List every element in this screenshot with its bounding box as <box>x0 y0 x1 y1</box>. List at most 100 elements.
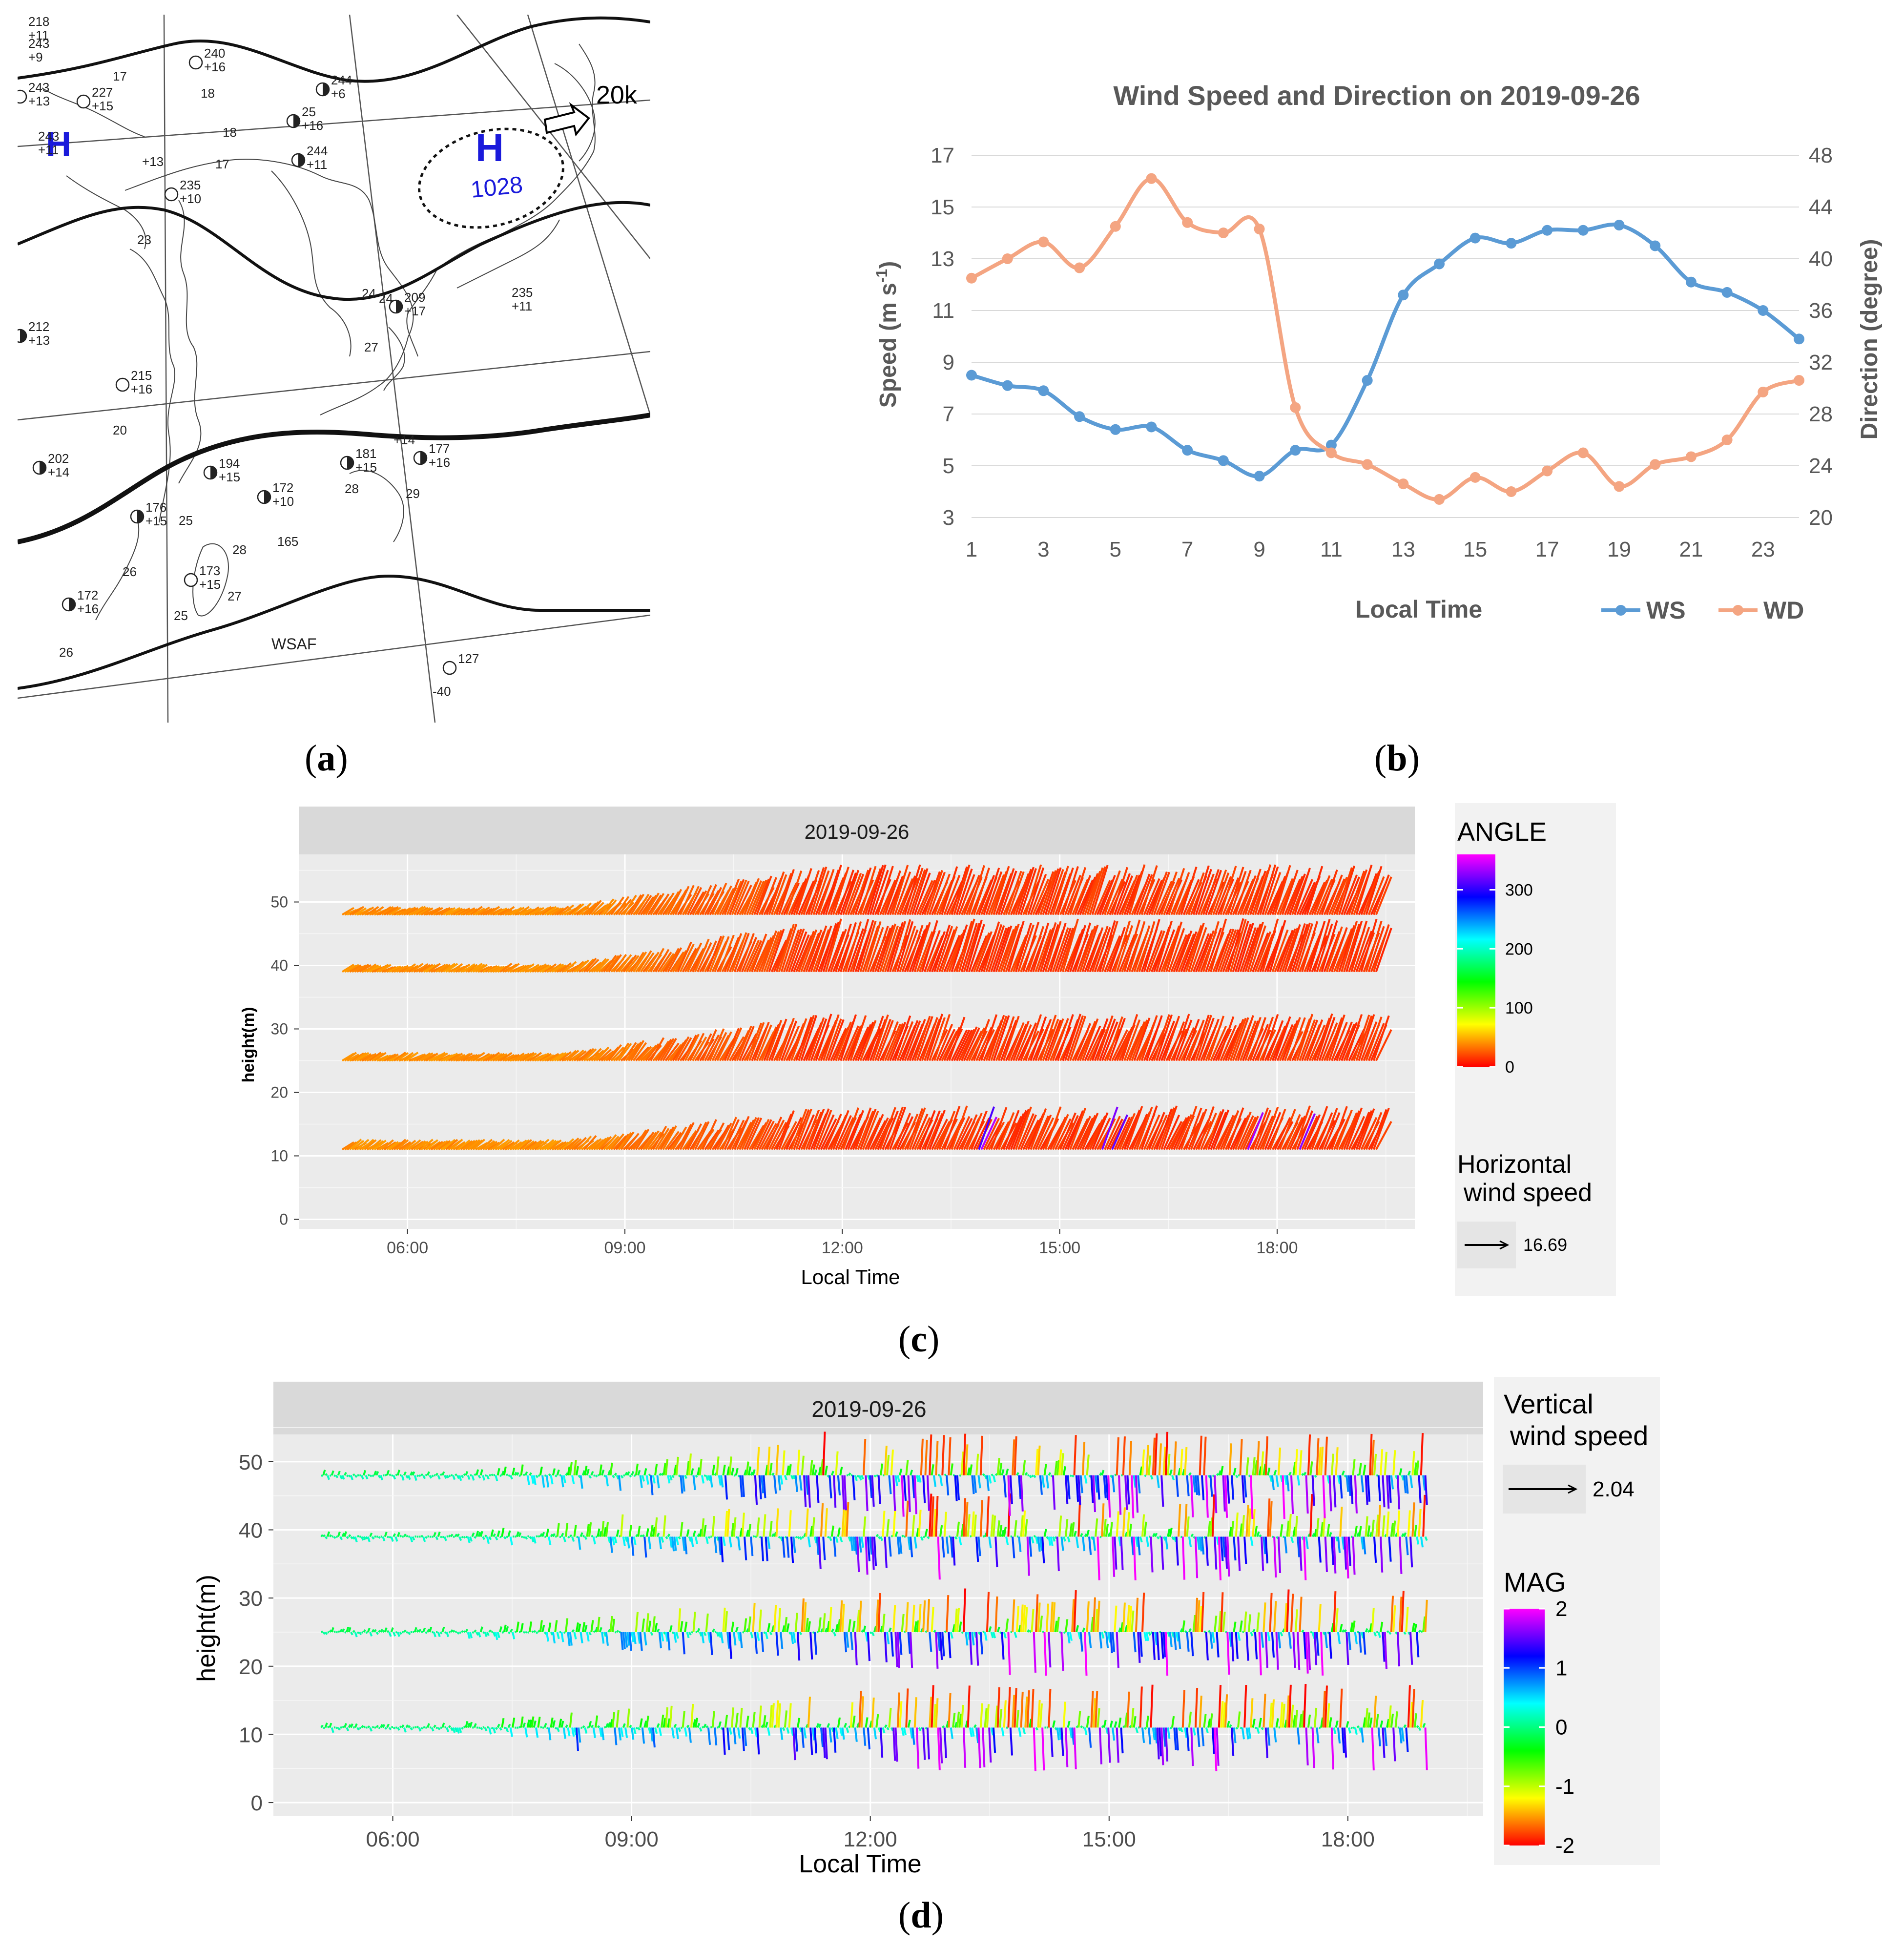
wind-vector <box>1252 1509 1256 1537</box>
wind-vector <box>1067 1536 1071 1543</box>
wind-vector <box>1301 921 1319 973</box>
wind-vector <box>953 864 971 915</box>
wind-vector <box>1017 867 1035 915</box>
station-temperature: +15 <box>199 577 221 592</box>
wind-vector <box>1254 1525 1258 1537</box>
wind-vector <box>352 1630 355 1633</box>
wind-vector <box>1348 871 1366 915</box>
wind-vector <box>975 931 993 973</box>
wind-vector <box>352 1536 356 1540</box>
wind-vector <box>1227 1018 1244 1061</box>
wind-vector <box>1341 921 1358 973</box>
data-point-WD <box>1290 402 1301 413</box>
wind-vector <box>766 1623 771 1633</box>
wind-vector <box>835 1115 852 1150</box>
wind-vector <box>943 934 961 973</box>
wind-vector <box>692 890 707 915</box>
wind-vector <box>487 906 500 916</box>
wind-vector <box>890 1450 894 1475</box>
wind-vector <box>830 1525 834 1537</box>
wind-vector <box>1002 923 1020 973</box>
wind-vector <box>813 1469 818 1476</box>
wind-vector <box>926 1475 931 1511</box>
wind-vector <box>1075 1625 1079 1633</box>
wind-vector <box>395 1139 409 1151</box>
wind-vector <box>1069 1632 1073 1641</box>
wind-vector <box>793 934 810 973</box>
wind-vector <box>1322 1631 1326 1636</box>
wind-vector <box>551 1052 564 1062</box>
wind-vector <box>1026 1536 1030 1576</box>
wind-vector <box>956 1475 960 1500</box>
wind-vector <box>911 868 929 915</box>
wind-vector <box>682 1711 685 1728</box>
colorbar-tick-label: 300 <box>1505 881 1533 900</box>
wind-vector <box>1269 1475 1273 1482</box>
wind-vector <box>393 1052 407 1062</box>
wind-vector <box>807 1017 825 1061</box>
wind-vector <box>1243 1536 1247 1564</box>
wind-vector <box>1264 871 1282 915</box>
wind-vector <box>766 1727 771 1736</box>
wind-vector <box>386 906 399 916</box>
wind-vector <box>1049 1117 1067 1150</box>
wind-vector <box>1071 1727 1075 1745</box>
wind-vector <box>378 964 392 973</box>
wind-vector <box>1405 1536 1409 1555</box>
wind-vector <box>1101 1021 1118 1061</box>
wind-vector <box>1299 1113 1316 1150</box>
wind-vector <box>728 1120 745 1150</box>
wind-vector <box>450 1629 454 1633</box>
wind-vector <box>1266 925 1284 973</box>
wind-vector <box>817 1114 835 1150</box>
wind-vector <box>689 891 705 915</box>
wind-vector <box>775 1508 779 1537</box>
vector-row-11 <box>341 1105 1392 1151</box>
wind-vector <box>905 1460 909 1475</box>
wind-vector <box>1190 927 1207 973</box>
wind-vector <box>637 1727 641 1731</box>
wind-vector <box>1354 1475 1358 1514</box>
wind-vector <box>748 1124 765 1150</box>
wind-vector <box>667 889 683 915</box>
wind-vector <box>1081 924 1099 973</box>
wind-vector <box>630 893 645 915</box>
wind-vector <box>843 1722 847 1728</box>
wind-vector <box>1215 876 1232 915</box>
wind-vector <box>1403 1631 1407 1635</box>
wind-vector <box>599 1627 602 1633</box>
wind-vector <box>537 1139 550 1151</box>
wind-vector <box>1163 1114 1180 1150</box>
wind-vector <box>750 1727 754 1734</box>
wind-vector <box>501 1631 504 1634</box>
wind-vector <box>1037 1536 1041 1552</box>
wind-vector <box>654 1623 658 1633</box>
wind-vector <box>652 1475 656 1484</box>
wind-vector <box>537 964 550 973</box>
wind-vector <box>1186 1516 1190 1537</box>
wind-vector <box>741 1475 745 1497</box>
wind-vector <box>517 1139 530 1151</box>
wind-vector <box>995 925 1013 973</box>
wind-vector <box>1244 1016 1262 1061</box>
wind-vector <box>413 906 426 916</box>
wind-vector <box>1067 1015 1084 1061</box>
wind-vector <box>1237 1115 1254 1150</box>
wind-vector <box>692 1036 707 1061</box>
map-number: 26 <box>123 564 137 579</box>
wind-vector <box>1281 928 1299 973</box>
wind-vector <box>1010 1110 1027 1150</box>
wind-vector <box>1081 1113 1099 1150</box>
wind-vector <box>913 1016 931 1061</box>
wind-vector <box>1139 1632 1143 1657</box>
wind-vector <box>1320 1717 1324 1728</box>
wind-vector <box>1424 1727 1428 1770</box>
wind-vector <box>408 1139 421 1151</box>
wind-vector <box>1326 1703 1330 1728</box>
wind-vector <box>358 1631 362 1636</box>
wind-vector <box>657 1129 672 1150</box>
station-temperature: +16 <box>131 382 152 396</box>
wind-vector <box>1143 1727 1147 1730</box>
wind-vector <box>1095 1518 1098 1537</box>
wind-vector <box>1262 1536 1266 1555</box>
